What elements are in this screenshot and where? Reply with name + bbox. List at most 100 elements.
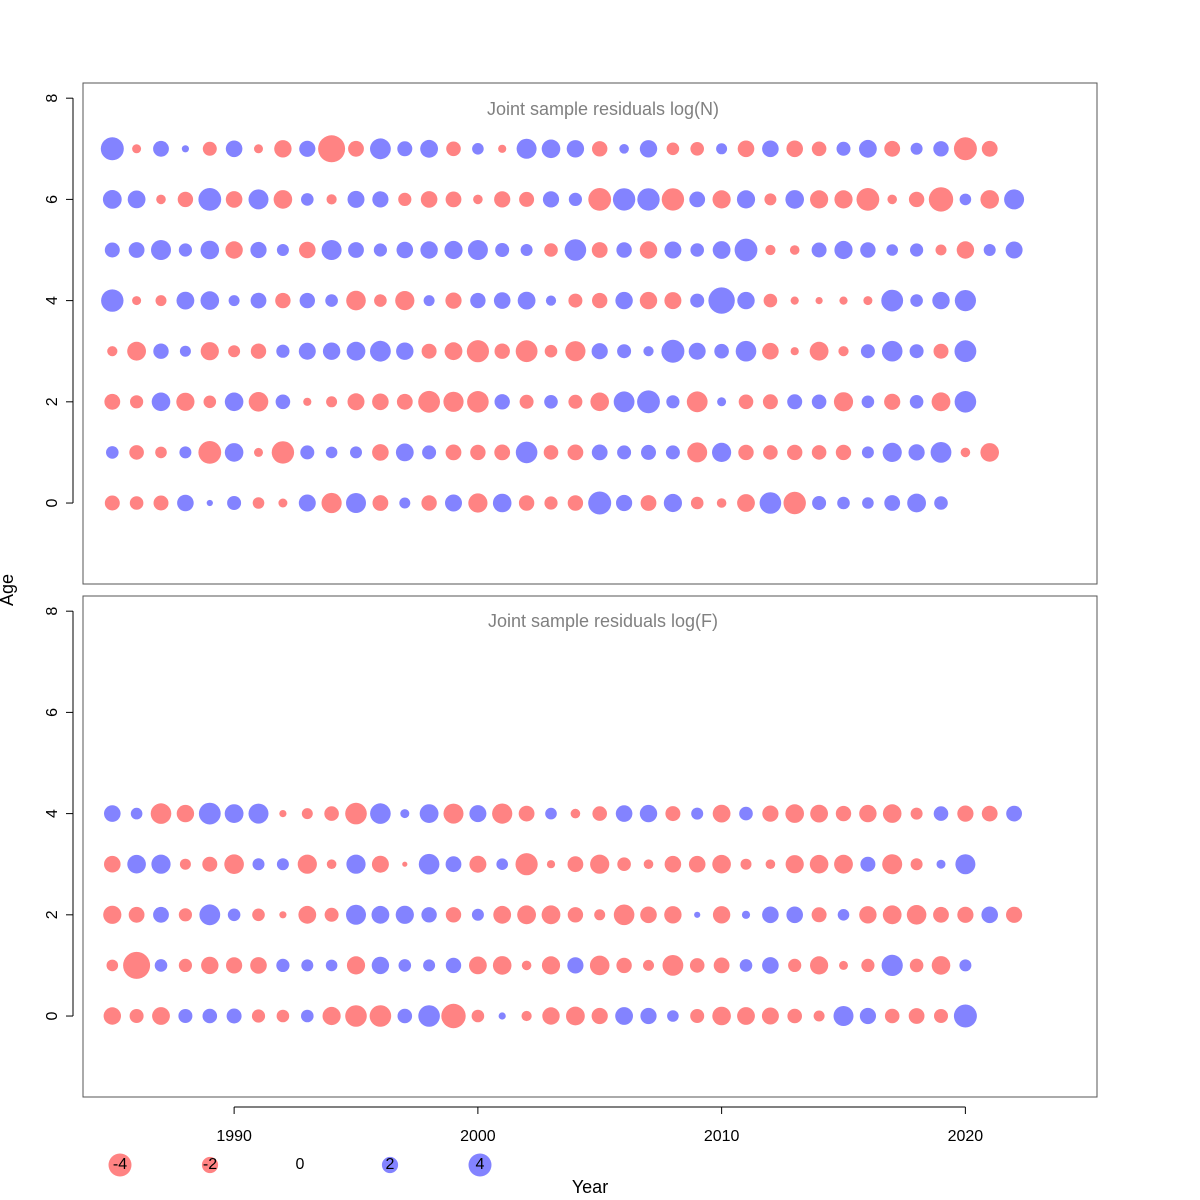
residual-bubble [179, 345, 191, 357]
residual-bubble [786, 906, 803, 924]
residual-bubble [516, 138, 537, 159]
residual-bubble [298, 342, 316, 360]
residual-bubble [176, 392, 195, 411]
residual-bubble [399, 497, 411, 509]
residual-bubble [838, 346, 849, 357]
residual-bubble [250, 343, 267, 359]
residual-bubble [492, 493, 512, 513]
residual-bubble [639, 241, 658, 259]
residual-bubble [983, 244, 996, 256]
residual-bubble [955, 854, 976, 875]
residual-bubble [226, 1008, 242, 1024]
residual-bubble [639, 291, 658, 310]
residual-bubble [762, 906, 779, 924]
residual-bubble [495, 243, 510, 257]
residual-bubble [518, 805, 535, 822]
residual-bubble [613, 391, 635, 413]
residual-bubble [129, 496, 144, 510]
residual-bubble [544, 243, 558, 257]
x-axis: 1990 2000 2010 2020 [216, 1106, 984, 1145]
residual-bubble [592, 292, 608, 309]
residual-bubble [519, 191, 535, 207]
residual-bubble [664, 241, 682, 259]
residual-bubble [882, 804, 902, 823]
residual-bubble [398, 192, 412, 206]
residual-bubble [661, 339, 685, 363]
residual-bubble [276, 1009, 290, 1023]
residual-bubble [835, 444, 852, 461]
residual-bubble [762, 342, 779, 360]
residual-bubble [444, 342, 463, 361]
residual-bubble [347, 190, 365, 208]
residual-bubble [423, 959, 436, 972]
residual-bubble [717, 397, 727, 407]
residual-bubble [420, 139, 438, 158]
residual-bubble [345, 1005, 367, 1027]
residual-bubble [151, 854, 171, 874]
residual-bubble [179, 858, 191, 870]
residual-bubble [421, 343, 437, 359]
residual-bubble [665, 445, 680, 460]
residual-bubble [494, 394, 510, 410]
residual-bubble [371, 905, 390, 924]
residual-bubble [910, 858, 923, 871]
residual-bubble [738, 444, 754, 461]
residual-bubble [615, 805, 633, 822]
residual-bubble [178, 958, 192, 973]
residual-bubble [590, 854, 610, 874]
residual-bubble [445, 292, 462, 309]
residual-bubble [443, 391, 464, 412]
residual-bubble [834, 190, 853, 209]
residual-bubble [933, 141, 949, 157]
residual-bubble [640, 1007, 657, 1025]
residual-bubble [785, 855, 804, 874]
residual-bubble [860, 242, 876, 258]
residual-bubble [860, 856, 876, 872]
residual-bubble [423, 295, 435, 307]
residual-bubble [666, 395, 680, 409]
residual-bubble [248, 803, 269, 824]
x-tick-label: 2020 [948, 1128, 984, 1145]
residual-bubble [637, 188, 660, 211]
residual-bubble [934, 1009, 948, 1023]
residual-bubble [910, 807, 923, 820]
residual-bubble [421, 495, 437, 511]
residual-bubble [418, 853, 440, 875]
residual-bubble [469, 805, 487, 823]
residual-bubble [839, 960, 848, 970]
residual-bubble [299, 140, 316, 157]
residual-bubble [228, 345, 241, 358]
residual-bubble [470, 444, 486, 461]
residual-bubble [494, 343, 510, 359]
residual-bubble [325, 294, 338, 307]
panel-log-n-y-tick-label: 0 [44, 498, 61, 507]
residual-bubble [274, 140, 292, 158]
panel-log-n-title: Joint sample residuals log(N) [487, 99, 719, 119]
residual-bubble [345, 802, 367, 825]
residual-bubble [100, 137, 124, 161]
residual-bubble [396, 393, 413, 410]
residual-bubble [716, 143, 728, 155]
residual-bubble [928, 187, 954, 212]
residual-bubble [346, 854, 366, 874]
residual-bubble [273, 190, 293, 209]
residual-bubble [689, 191, 706, 208]
residual-bubble [395, 291, 415, 311]
residual-bubble [370, 340, 391, 362]
residual-bubble [252, 497, 265, 509]
residual-bubble [712, 442, 732, 462]
residual-bubble [400, 809, 410, 819]
residual-bubble [931, 956, 951, 975]
residual-bubble [200, 342, 219, 361]
residual-bubble [909, 395, 924, 409]
residual-bubble [735, 340, 757, 362]
residual-bubble [445, 957, 462, 974]
residual-bubble [370, 803, 391, 824]
residual-bubble [910, 294, 923, 307]
residual-bubble [787, 1008, 802, 1024]
residual-bubble [591, 242, 608, 258]
residual-bubble [713, 957, 730, 974]
residual-bubble [861, 446, 874, 459]
residual-bubble [736, 190, 756, 209]
residual-bubble [714, 343, 729, 359]
